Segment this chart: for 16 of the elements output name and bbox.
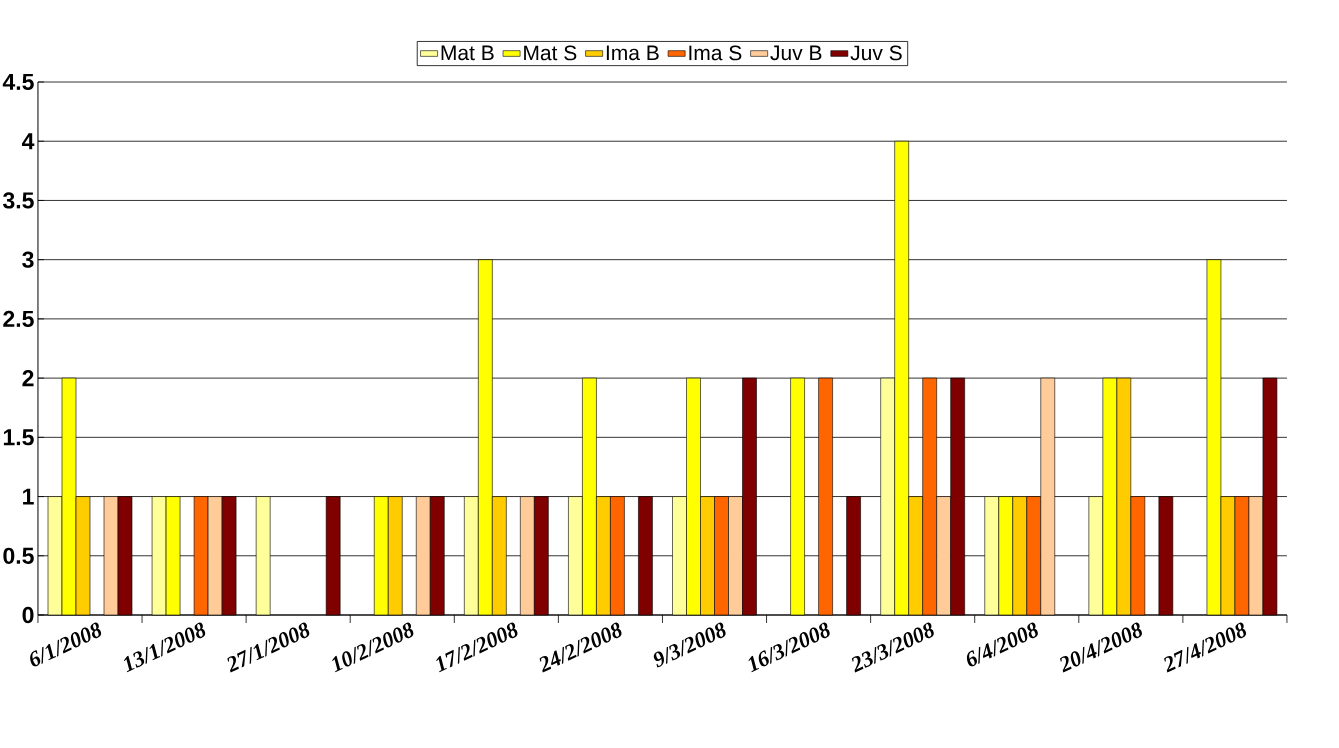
legend-label: Ima B: [606, 45, 659, 61]
legend-label: Mat S: [524, 45, 577, 61]
y-tick-label: 2: [22, 370, 34, 387]
legend-label: Juv S: [850, 45, 902, 61]
y-tick-label: 3: [22, 251, 34, 268]
y-tick-label: 0.5: [3, 547, 34, 564]
y-tick-label: 4: [21, 133, 35, 150]
y-tick-label: 2.5: [3, 310, 34, 328]
y-tick-label: 3.5: [2, 192, 34, 209]
legend-label: Ima S: [689, 45, 742, 61]
y-tick-label: 1: [23, 488, 34, 505]
legend-label: Juv B: [770, 45, 822, 61]
legend-label: Mat B: [441, 45, 494, 61]
y-tick-label: 0: [22, 606, 34, 624]
y-tick-label: 1.5: [3, 429, 34, 446]
y-tick-label: 4.5: [2, 73, 34, 91]
